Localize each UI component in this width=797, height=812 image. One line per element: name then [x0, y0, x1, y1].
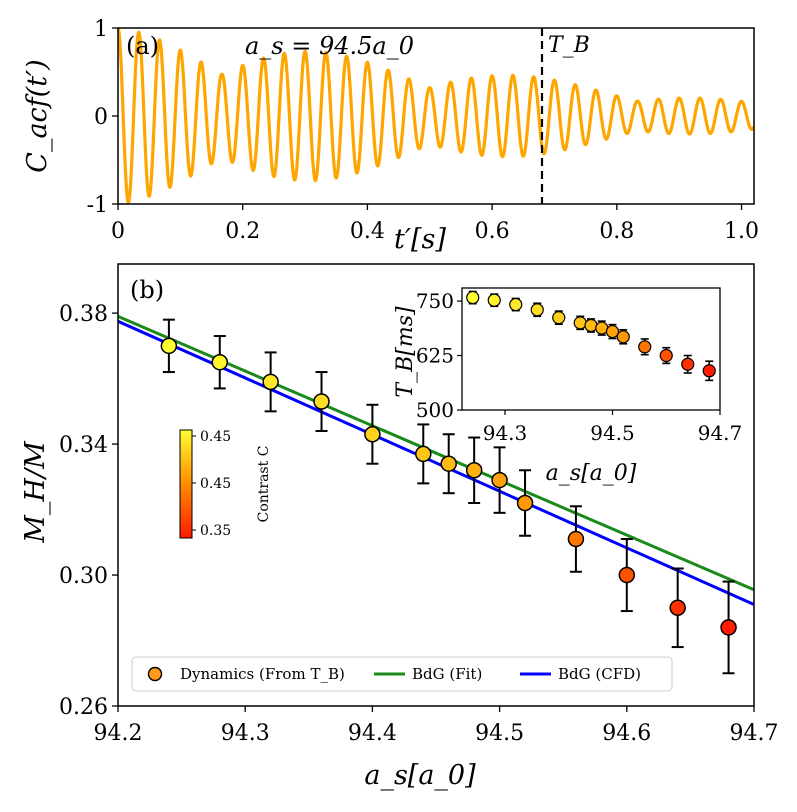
inset: 94.3 94.5 94.7 500 625 750 a_s[a_0] T_B[ms]	[393, 287, 742, 486]
b-ytick-label: 0.34	[59, 433, 108, 458]
dynamics-point	[465, 462, 483, 479]
inset-ylabel: T_B[ms]	[393, 306, 418, 398]
inset-xtick-label: 94.5	[590, 421, 635, 445]
dynamics-point	[364, 426, 381, 443]
inset-point	[605, 324, 620, 339]
panel-b-ticks: 94.2 94.3 94.4 94.5 94.6 94.7 0.26 0.30 0.34 0.38	[59, 302, 778, 746]
dynamics-point	[440, 455, 457, 472]
legend-label-dynamics: Dynamics (From T_B)	[180, 665, 345, 683]
dynamics-point	[211, 353, 229, 371]
dynamics-point	[491, 471, 508, 489]
b-xtick-label: 94.2	[94, 721, 143, 746]
dynamics-point	[160, 337, 178, 355]
b-ytick-label: 0.30	[59, 564, 108, 589]
inset-point	[584, 318, 598, 333]
inset-frame	[461, 287, 721, 411]
inset-point	[509, 297, 523, 312]
dynamics-point	[262, 373, 279, 391]
acf-series-line	[118, 28, 754, 204]
inset-background	[462, 288, 720, 410]
inset-xtick-label: 94.7	[698, 421, 743, 445]
tb-marker-label: T_B	[548, 33, 590, 58]
colorbar-label: Contrast C	[256, 446, 272, 523]
a-ytick-label: 0	[94, 105, 108, 130]
panel-a: 0 0.2 0.4 0.6 0.8 1.010-1 (a) a_s = 94.5a_0 T…	[22, 17, 759, 255]
inset-point	[702, 364, 716, 378]
a-ytick-label: 1	[94, 17, 108, 42]
dynamics-point	[415, 445, 432, 463]
b-xtick-label: 94.6	[602, 721, 651, 746]
legend: Dynamics (From T_B) BdG (Fit) BdG (CFD)	[131, 656, 673, 692]
panel-b-xlabel: a_s[a_0]	[364, 760, 476, 791]
colorbar-gradient	[179, 429, 193, 539]
dynamics-point	[618, 566, 636, 584]
panel-b-ylabel: M_H/M	[20, 440, 51, 544]
inset-point	[638, 340, 652, 354]
a-xtick-label: 0.4	[350, 219, 385, 244]
inset-ytick-label: 750	[416, 289, 454, 313]
b-ytick-label: 0.26	[59, 695, 108, 720]
dynamics-point	[669, 599, 686, 617]
a-xtick-label: 1.0	[724, 219, 759, 244]
colorbar-tick-label: 0.45	[200, 476, 231, 492]
inset-xtick-label: 94.3	[483, 421, 528, 445]
panel-a-xlabel: t′[s]	[394, 224, 446, 255]
a-xtick-label: 0.6	[475, 219, 510, 244]
legend-label-cfd: BdG (CFD)	[558, 665, 641, 683]
panel-a-line-layer	[118, 28, 754, 204]
inset-ticks: 94.3 94.5 94.7 500 625 750	[416, 289, 742, 445]
a-xtick-label: 0.2	[225, 219, 260, 244]
a-xtick-label: 0.8	[599, 219, 634, 244]
inset-points	[466, 290, 716, 382]
legend-marker-dynamics	[147, 666, 163, 682]
dynamics-point	[313, 393, 330, 410]
colorbar: 0.45 0.45 0.35 Contrast C	[179, 429, 272, 539]
b-xtick-label: 94.4	[348, 721, 397, 746]
inset-xlabel: a_s[a_0]	[546, 461, 637, 486]
b-ytick-label: 0.38	[59, 302, 108, 327]
b-xtick-label: 94.7	[730, 721, 779, 746]
legend-label-fit: BdG (Fit)	[412, 665, 482, 683]
panel-a-ticks: 0 0.2 0.4 0.6 0.8 1.010-1	[87, 17, 759, 244]
colorbar-tick-label: 0.45	[200, 429, 231, 445]
panel-a-annotation: a_s = 94.5a_0	[245, 32, 414, 60]
panel-b-label: (b)	[130, 276, 164, 304]
dynamics-point	[516, 494, 534, 512]
dynamics-point	[567, 530, 585, 548]
colorbar-ticks: 0.45 0.45 0.35	[192, 429, 231, 539]
a-ytick-label: -1	[87, 193, 108, 218]
dynamics-point	[720, 619, 737, 636]
inset-ytick-label: 500	[416, 398, 454, 422]
b-xtick-label: 94.3	[221, 721, 270, 746]
inset-point	[616, 330, 630, 344]
b-xtick-label: 94.5	[475, 721, 524, 746]
panel-a-label: (a)	[126, 32, 159, 60]
a-xtick-label: 0	[111, 219, 125, 244]
inset-ytick-label: 625	[416, 344, 454, 368]
inset-point	[487, 293, 501, 307]
inset-point	[530, 303, 544, 317]
panel-a-ylabel: C_acf(t′)	[22, 59, 53, 172]
inset-point	[681, 357, 695, 371]
panel-b-points	[160, 318, 737, 675]
colorbar-tick-label: 0.35	[200, 523, 231, 539]
inset-point	[573, 316, 587, 330]
inset-point	[466, 290, 480, 305]
inset-point	[659, 348, 673, 363]
inset-point	[552, 311, 566, 325]
panel-b-frame	[117, 263, 755, 707]
panel-b: 94.2 94.3 94.4 94.5 94.6 94.7 0.26 0.30 0.34 0.38…	[20, 263, 778, 791]
